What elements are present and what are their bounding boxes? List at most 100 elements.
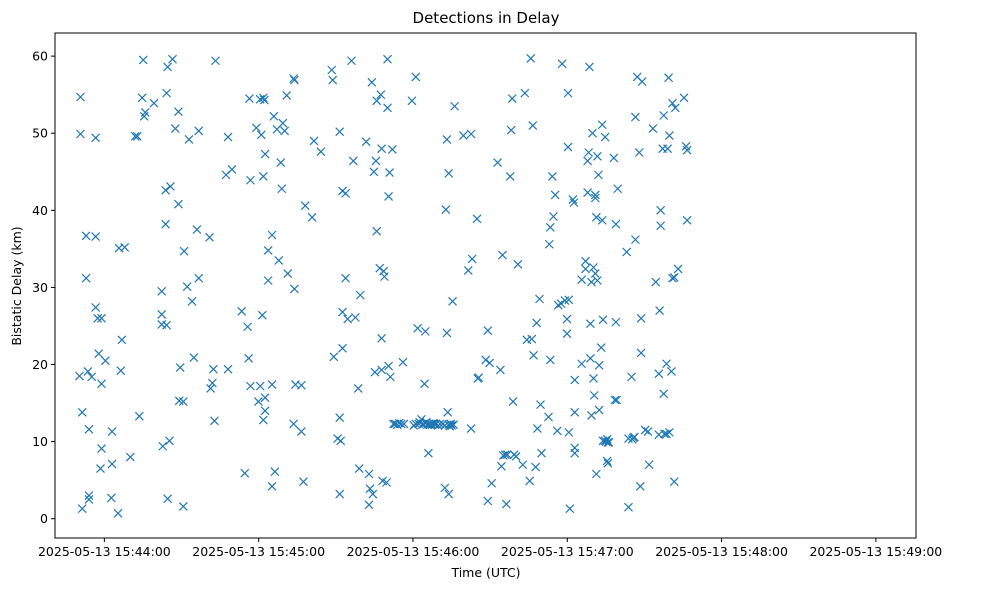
data-point-16	[94, 349, 104, 359]
data-point-205	[440, 483, 450, 493]
data-point-75	[223, 364, 233, 374]
data-point-18	[97, 379, 106, 389]
data-point-61	[184, 134, 194, 144]
data-point-22	[106, 493, 116, 503]
data-point-277	[563, 88, 573, 98]
data-point-251	[525, 476, 535, 486]
data-point-128	[335, 413, 345, 423]
data-point-220	[458, 131, 468, 140]
data-point-7	[84, 424, 94, 434]
x-tick-label-1: 2025-05-13 15:45:00	[192, 544, 325, 559]
data-point-262	[544, 412, 553, 422]
data-point-239	[501, 499, 511, 509]
x-tick-label-5: 2025-05-13 15:49:00	[809, 544, 942, 559]
data-point-332	[622, 247, 632, 257]
data-point-330	[612, 395, 622, 405]
data-point-290	[581, 256, 590, 266]
data-point-219	[450, 101, 460, 111]
data-point-53	[174, 199, 183, 209]
data-point-67	[205, 232, 214, 242]
data-point-79	[243, 322, 253, 332]
y-tick-label-6: 60	[32, 49, 48, 64]
data-point-190	[420, 326, 430, 336]
data-point-76	[227, 165, 237, 174]
data-point-89	[257, 310, 267, 320]
data-point-263	[544, 239, 554, 249]
data-point-364	[664, 73, 674, 83]
data-point-335	[627, 372, 636, 382]
data-point-9	[84, 491, 94, 501]
data-point-83	[246, 175, 255, 185]
data-point-2	[75, 371, 84, 381]
y-tick-label-0: 0	[40, 511, 48, 526]
data-point-98	[263, 276, 273, 285]
data-point-188	[420, 379, 429, 389]
data-point-366	[664, 427, 674, 437]
data-point-208	[442, 328, 452, 338]
data-point-135	[341, 273, 351, 283]
data-point-34	[137, 93, 147, 103]
data-point-304	[590, 190, 600, 200]
data-point-207	[441, 205, 451, 214]
data-point-314	[597, 120, 607, 130]
data-point-129	[335, 489, 345, 499]
data-point-320	[601, 437, 611, 447]
data-point-85	[253, 397, 263, 406]
data-point-374	[679, 93, 689, 103]
data-point-253	[527, 334, 537, 344]
data-point-29	[120, 242, 130, 252]
data-point-71	[210, 416, 219, 426]
data-point-154	[372, 96, 382, 106]
data-point-264	[545, 222, 555, 232]
data-point-272	[557, 59, 567, 69]
data-point-230	[483, 496, 493, 506]
data-point-40	[157, 286, 167, 296]
data-point-152	[371, 156, 381, 166]
data-point-300	[589, 373, 598, 383]
data-point-209	[442, 134, 452, 144]
data-point-377	[682, 215, 692, 225]
data-point-267	[548, 212, 558, 221]
data-point-49	[165, 436, 174, 446]
data-point-14	[91, 232, 101, 241]
data-point-140	[350, 313, 360, 322]
data-point-217	[448, 296, 458, 306]
data-point-31	[130, 131, 140, 141]
data-point-13	[91, 133, 101, 143]
data-point-124	[327, 65, 337, 75]
data-point-333	[624, 502, 633, 512]
data-point-331	[613, 184, 623, 194]
data-point-328	[611, 317, 621, 327]
data-point-115	[289, 284, 299, 294]
data-point-355	[656, 221, 666, 231]
data-point-282	[569, 198, 579, 208]
data-point-176	[398, 357, 408, 367]
data-point-48	[163, 494, 173, 504]
data-point-72	[211, 56, 220, 66]
data-point-30	[125, 452, 135, 462]
data-point-107	[277, 184, 287, 194]
data-point-236	[498, 250, 507, 260]
data-point-252	[526, 54, 536, 63]
data-point-269	[552, 426, 562, 436]
data-point-148	[367, 77, 377, 87]
data-point-347	[640, 425, 650, 435]
data-point-293	[584, 148, 594, 157]
data-point-307	[591, 212, 601, 222]
data-point-351	[651, 277, 661, 287]
x-tick-label-2: 2025-05-13 15:46:00	[347, 544, 480, 559]
data-point-275	[562, 314, 572, 324]
data-point-153	[372, 226, 382, 236]
data-point-166	[384, 192, 393, 201]
data-point-51	[168, 54, 177, 64]
data-point-47	[163, 62, 173, 72]
data-point-37	[140, 107, 150, 117]
data-point-283	[570, 375, 580, 385]
data-point-68	[206, 384, 216, 393]
data-point-70	[208, 364, 218, 374]
data-point-234	[495, 365, 505, 375]
data-point-145	[364, 469, 374, 479]
data-point-99	[267, 230, 277, 240]
data-point-281	[568, 195, 578, 204]
data-point-159	[377, 365, 387, 375]
